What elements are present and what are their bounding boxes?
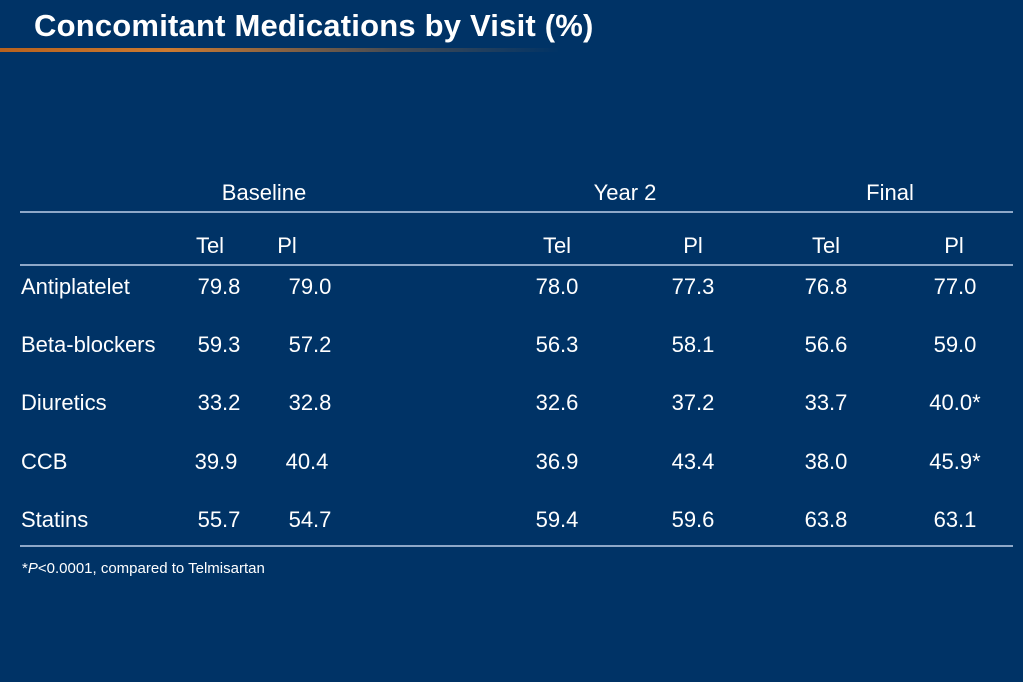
cell-final-tel: 33.7 <box>804 390 848 415</box>
table-rule-header <box>20 264 1013 266</box>
subheader-year2-tel: Tel <box>542 233 572 258</box>
footnote-p-symbol: P <box>27 560 38 577</box>
subheader-baseline-pl: Pl <box>277 233 297 258</box>
cell-baseline-tel: 79.8 <box>197 274 241 299</box>
cell-year2-tel: 59.4 <box>535 507 579 532</box>
cell-year2-tel: 78.0 <box>535 274 579 299</box>
cell-year2-pl: 58.1 <box>671 332 715 357</box>
subheader-final-tel: Tel <box>811 233 841 258</box>
cell-baseline-pl: 40.4 <box>285 449 329 474</box>
group-header-final: Final <box>866 180 914 205</box>
group-header-baseline: Baseline <box>221 180 307 205</box>
cell-baseline-tel: 59.3 <box>197 332 241 357</box>
row-label: Beta-blockers <box>21 332 156 357</box>
title-underline <box>0 48 560 52</box>
cell-year2-tel: 56.3 <box>535 332 579 357</box>
row-label: Antiplatelet <box>21 274 130 299</box>
group-header-year2: Year 2 <box>593 180 657 205</box>
cell-year2-tel: 36.9 <box>535 449 579 474</box>
cell-year2-tel: 32.6 <box>535 390 579 415</box>
cell-final-pl: 40.0* <box>929 390 981 415</box>
cell-final-tel: 76.8 <box>804 274 848 299</box>
cell-year2-pl: 43.4 <box>671 449 715 474</box>
cell-baseline-pl: 54.7 <box>288 507 332 532</box>
cell-final-tel: 38.0 <box>804 449 848 474</box>
subheader-year2-pl: Pl <box>683 233 703 258</box>
cell-final-pl: 45.9* <box>929 449 981 474</box>
cell-final-tel: 63.8 <box>804 507 848 532</box>
subheader-baseline-tel: Tel <box>195 233 225 258</box>
cell-year2-pl: 77.3 <box>671 274 715 299</box>
row-label: Statins <box>21 507 89 532</box>
cell-final-tel: 56.6 <box>804 332 848 357</box>
slide-title: Concomitant Medications by Visit (%) <box>34 8 594 43</box>
footnote-star: * <box>22 560 28 577</box>
cell-baseline-tel: 39.9 <box>194 449 238 474</box>
cell-baseline-pl: 79.0 <box>288 274 332 299</box>
cell-baseline-pl: 32.8 <box>288 390 332 415</box>
cell-final-pl: 77.0 <box>933 274 977 299</box>
cell-baseline-tel: 55.7 <box>197 507 241 532</box>
cell-baseline-tel: 33.2 <box>197 390 241 415</box>
footnote: *P<0.0001, compared to Telmisartan <box>22 560 265 578</box>
row-label: Diuretics <box>21 390 107 415</box>
cell-baseline-pl: 57.2 <box>288 332 332 357</box>
footnote-text: <0.0001, compared to Telmisartan <box>37 560 265 577</box>
subheader-final-pl: Pl <box>944 233 964 258</box>
cell-year2-pl: 37.2 <box>671 390 715 415</box>
table-rule-top <box>20 211 1013 213</box>
cell-year2-pl: 59.6 <box>671 507 715 532</box>
cell-final-pl: 59.0 <box>933 332 977 357</box>
table-rule-bottom <box>20 545 1013 547</box>
row-label: CCB <box>21 449 68 474</box>
cell-final-pl: 63.1 <box>933 507 977 532</box>
